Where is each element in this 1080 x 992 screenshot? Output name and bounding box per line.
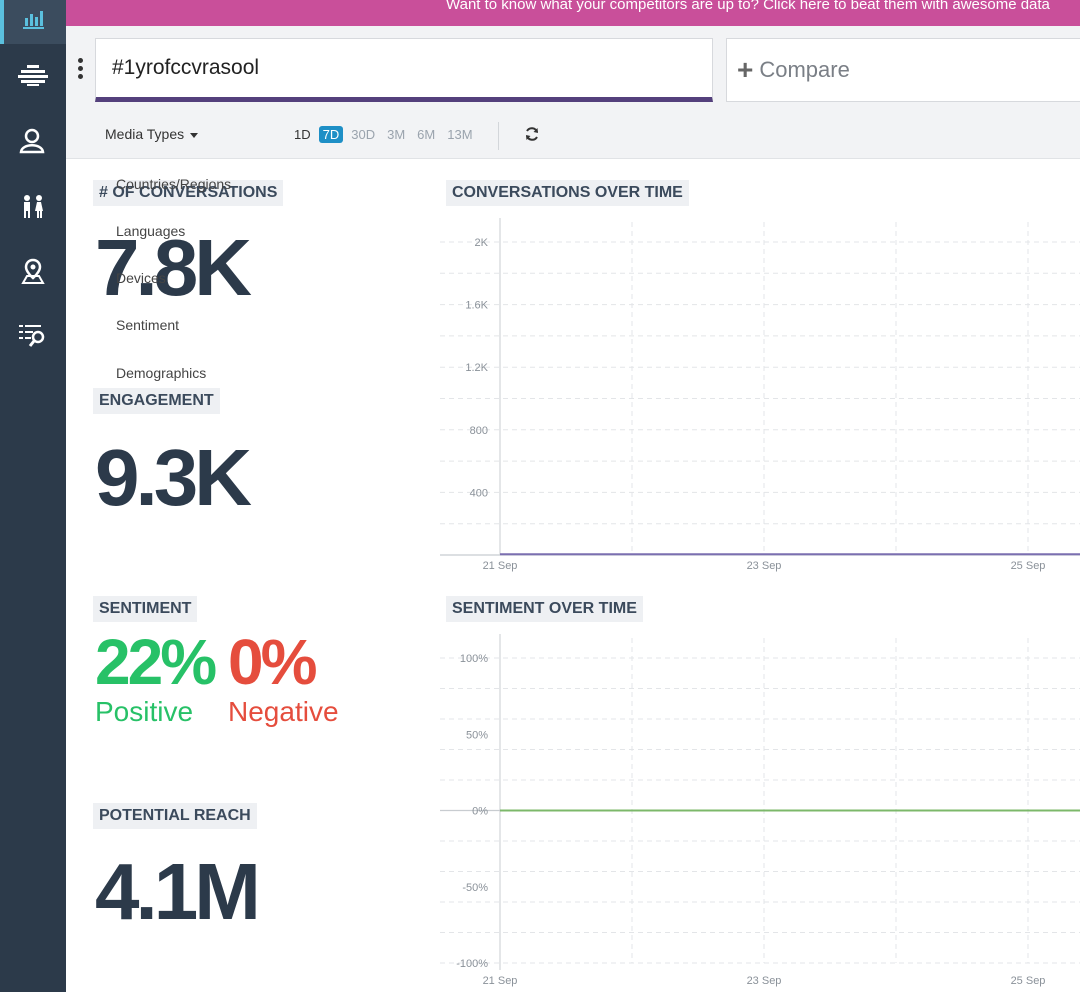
- sidebar-item-stream[interactable]: [0, 50, 66, 100]
- search-input[interactable]: [95, 38, 713, 102]
- range-7d[interactable]: 7D: [318, 126, 344, 143]
- sidebar-item-locations[interactable]: [0, 246, 66, 296]
- sentiment-label: SENTIMENT: [93, 596, 198, 622]
- search-bar: + Compare: [66, 26, 1080, 112]
- sentiment-chart-y-tick-label: 50%: [466, 729, 488, 741]
- sidebar-nav: [0, 0, 66, 992]
- sidebar-item-demographics[interactable]: [0, 182, 66, 232]
- sentiment-over-time-chart: 100% 50% 0% -50% -100% 21 Sep 23 Sep 25 Sep: [440, 634, 1080, 987]
- engagement-value: 9.3K: [95, 433, 252, 522]
- sidebar-item-influencers[interactable]: [0, 116, 66, 166]
- compare-label: Compare: [759, 57, 850, 82]
- conversations-chart-y-tick-label: 800: [470, 425, 488, 437]
- conversations-chart-x-tick-label: 23 Sep: [747, 560, 782, 572]
- filter-toolbar: Media Types 1D 7D 30D 3M 6M 13M: [66, 112, 1080, 159]
- engagement-label: ENGAGEMENT: [93, 388, 220, 414]
- conversations-chart-x-tick-label: 21 Sep: [483, 560, 518, 572]
- promo-banner-text: Want to know what your competitors are u…: [446, 0, 1050, 13]
- negative-label: Negative: [228, 696, 339, 727]
- reach-value: 4.1M: [95, 847, 261, 936]
- people-icon: [24, 195, 43, 218]
- conversations-chart-y-tick-label: 1.2K: [465, 362, 488, 374]
- conversations-chart-x-tick-label: 25 Sep: [1011, 560, 1046, 572]
- sidebar-item-search-list[interactable]: [0, 310, 66, 360]
- plus-icon: +: [737, 54, 754, 85]
- sentiment-chart-x-tick-label: 25 Sep: [1011, 975, 1046, 987]
- refresh-button[interactable]: [524, 126, 540, 147]
- range-30d[interactable]: 30D: [351, 127, 376, 142]
- sentiment-chart-y-tick-label: -50%: [462, 882, 488, 894]
- conversations-value: 7.8K: [95, 223, 252, 312]
- conversations-chart-title: CONVERSATIONS OVER TIME: [446, 180, 689, 206]
- dropdown-item-sentiment[interactable]: Sentiment: [116, 317, 180, 333]
- sentiment-chart-y-tick-label: 100%: [460, 653, 488, 665]
- time-range-selector: 1D 7D 30D 3M 6M 13M: [290, 126, 481, 143]
- dropdown-item-devices[interactable]: Devices: [116, 270, 166, 286]
- positive-value: 22%: [95, 626, 217, 698]
- dropdown-item-countries[interactable]: Countries/Regions: [116, 176, 232, 192]
- media-types-dropdown[interactable]: Media Types: [105, 126, 199, 142]
- list-search-icon: [19, 325, 45, 347]
- bar-chart-icon: [23, 11, 44, 29]
- dropdown-item-demographics[interactable]: Demographics: [116, 365, 207, 381]
- negative-value: 0%: [228, 626, 317, 698]
- media-types-label: Media Types: [105, 126, 185, 142]
- promo-banner[interactable]: Want to know what your competitors are u…: [66, 0, 1080, 26]
- refresh-icon: [526, 127, 538, 141]
- conversations-chart-y-tick-label: 400: [470, 487, 488, 499]
- sidebar-item-analytics[interactable]: [0, 0, 66, 44]
- stream-icon: [18, 65, 48, 86]
- dropdown-item-languages[interactable]: Languages: [116, 223, 186, 239]
- toolbar-divider: [498, 122, 499, 150]
- sentiment-chart-x-tick-label: 21 Sep: [483, 975, 518, 987]
- conversations-label: # OF CONVERSATIONS: [93, 180, 284, 206]
- caret-down-icon: [190, 132, 199, 138]
- range-6m[interactable]: 6M: [417, 127, 436, 142]
- sentiment-chart-y-tick-label: 0%: [472, 806, 488, 818]
- compare-button[interactable]: + Compare: [726, 38, 1080, 102]
- range-1d[interactable]: 1D: [294, 127, 311, 142]
- reach-label: POTENTIAL REACH: [93, 803, 257, 829]
- sentiment-chart-y-tick-label: -100%: [456, 958, 488, 970]
- map-pin-icon: [21, 258, 45, 284]
- conversations-chart-y-tick-label: 2K: [475, 237, 489, 249]
- conversations-over-time-chart: 400 800 1.2K 1.6K 2K 21 Sep 23 Sep 25 Sep: [440, 218, 1080, 572]
- sentiment-chart-title: SENTIMENT OVER TIME: [446, 596, 643, 622]
- conversations-chart-y-tick-label: 1.6K: [465, 300, 488, 312]
- range-13m[interactable]: 13M: [447, 127, 473, 142]
- range-3m[interactable]: 3M: [387, 127, 406, 142]
- sentiment-chart-x-tick-label: 23 Sep: [747, 975, 782, 987]
- positive-label: Positive: [95, 696, 194, 727]
- user-icon: [19, 128, 45, 154]
- more-options-icon[interactable]: [78, 58, 84, 82]
